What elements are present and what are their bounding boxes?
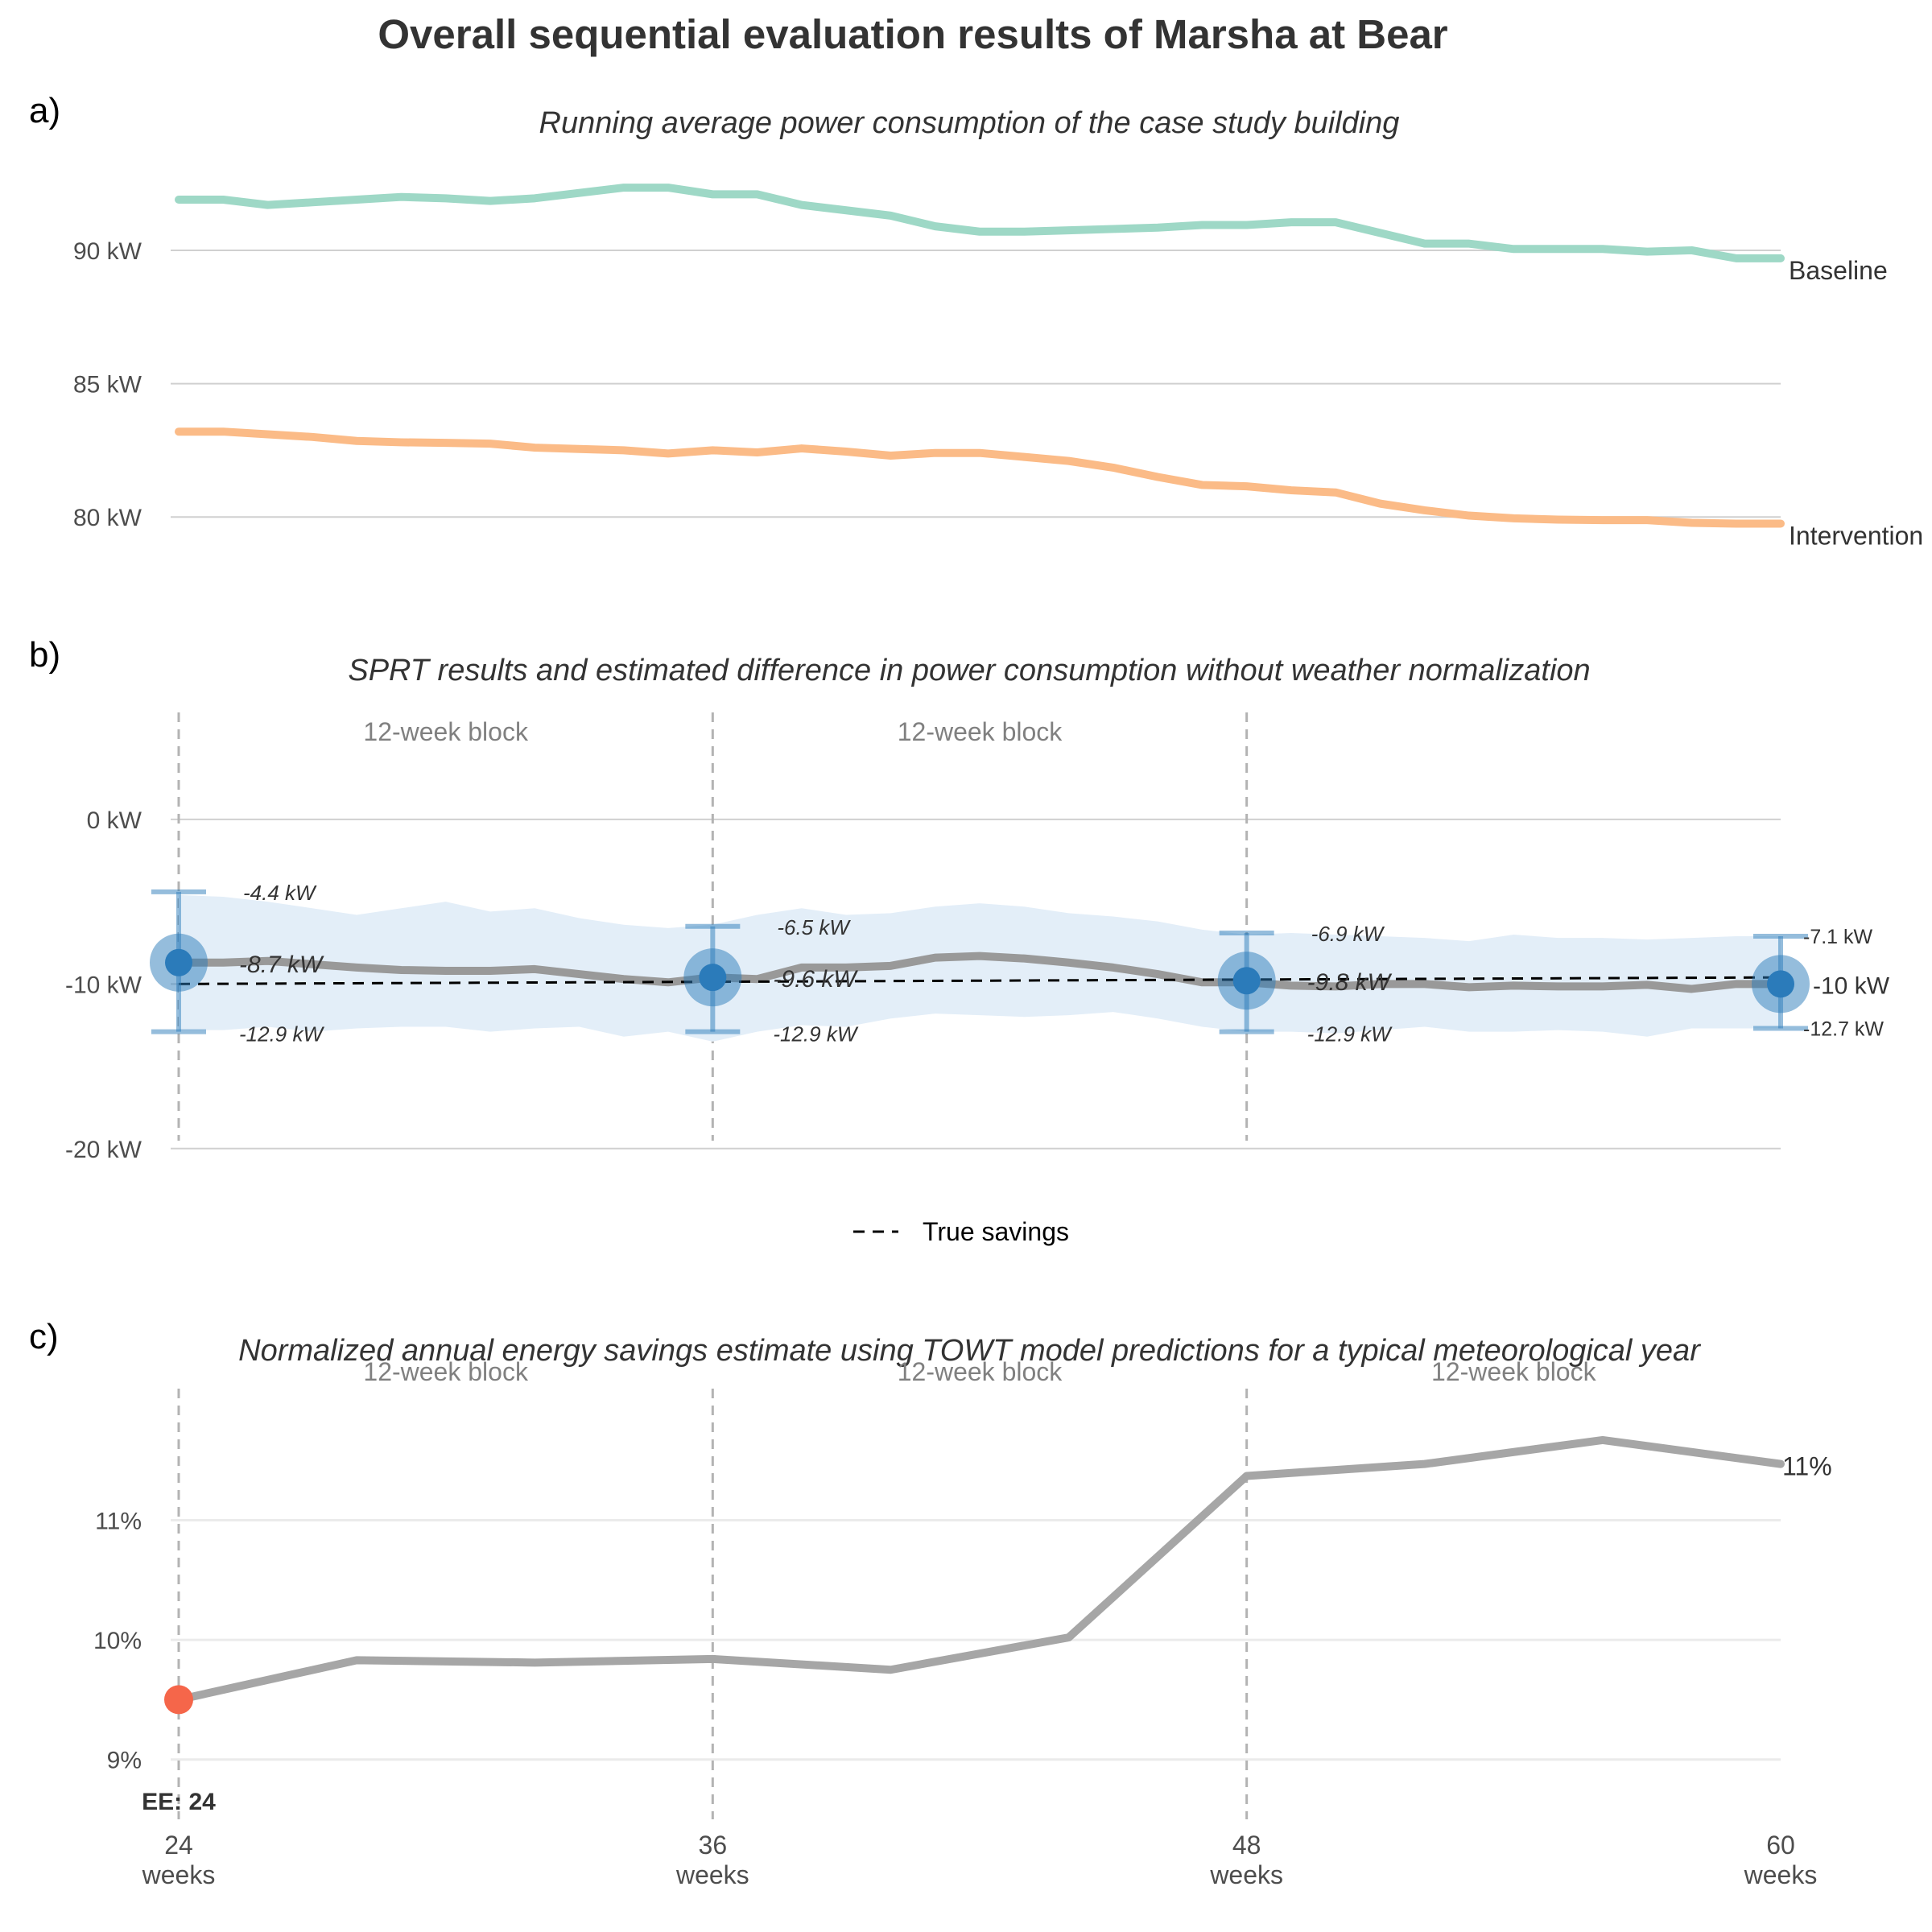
y-tick-label: -10 kW	[65, 972, 142, 998]
series-line	[175, 184, 1785, 262]
upper-bound-label: -7.1 kW	[1803, 926, 1873, 948]
confidence-ribbon	[179, 894, 1781, 1042]
x-tick-unit: weeks	[675, 1860, 749, 1889]
legend: True savings	[853, 1217, 1069, 1246]
upper-bound-label: -6.5 kW	[777, 915, 851, 939]
panel-subtitle: Normalized annual energy savings estimat…	[238, 1334, 1701, 1368]
panel-c: c) Normalized annual energy savings estim…	[29, 1317, 1832, 1819]
panel-subtitle: Running average power consumption of the…	[539, 106, 1400, 140]
series-end-label: Baseline	[1789, 256, 1888, 285]
series-end-label: 11%	[1782, 1452, 1832, 1481]
estimate-label: -9.8 kW	[1307, 969, 1393, 996]
chart-title: Overall sequential evaluation results of…	[378, 11, 1447, 57]
panel-letter: c)	[29, 1317, 59, 1356]
estimate-point	[699, 964, 727, 992]
lower-bound-label: -12.9 kW	[773, 1022, 858, 1046]
estimate-point	[165, 948, 192, 976]
x-tick-label: 36	[699, 1831, 728, 1860]
panel-letter: a)	[29, 91, 60, 130]
estimate-label: -9.6 kW	[773, 966, 858, 993]
y-tick-label: -20 kW	[65, 1137, 142, 1163]
x-tick-unit: weeks	[142, 1860, 216, 1889]
block-label: 12-week block	[898, 1357, 1063, 1386]
y-tick-label: 0 kW	[87, 807, 142, 834]
y-tick-label: 9%	[107, 1748, 142, 1774]
estimate-label: -10 kW	[1813, 972, 1890, 999]
y-tick-label: 80 kW	[73, 505, 142, 531]
block-label: 12-week block	[898, 717, 1063, 746]
upper-bound-label: -4.4 kW	[243, 881, 317, 905]
series-end-label: Intervention	[1789, 521, 1923, 550]
x-tick-unit: weeks	[1744, 1860, 1818, 1889]
y-tick-label: 90 kW	[73, 238, 142, 265]
panel-letter: b)	[29, 635, 60, 675]
y-tick-label: 85 kW	[73, 372, 142, 398]
x-tick-unit: weeks	[1209, 1860, 1283, 1889]
legend-true-savings-label: True savings	[923, 1217, 1069, 1246]
block-label: 12-week block	[1431, 1357, 1597, 1386]
lower-bound-label: -12.9 kW	[1307, 1022, 1393, 1046]
x-tick-label: 60	[1766, 1831, 1795, 1860]
series-line	[175, 952, 1785, 993]
panel-a: a) Running average power consumption of t…	[29, 91, 1923, 550]
early-evaluation-label: EE: 24	[142, 1789, 216, 1815]
estimate-point	[1232, 967, 1261, 995]
x-tick-label: 48	[1232, 1831, 1261, 1860]
estimate-point	[1767, 970, 1794, 998]
early-evaluation-point	[164, 1685, 193, 1715]
block-label: 12-week block	[363, 1357, 529, 1386]
y-tick-label: 11%	[95, 1508, 142, 1534]
block-label: 12-week block	[363, 717, 529, 746]
upper-bound-label: -6.9 kW	[1311, 922, 1385, 946]
y-tick-label: 10%	[93, 1628, 142, 1654]
panel-b: b) SPRT results and estimated difference …	[29, 635, 1890, 1246]
estimate-label: -8.7 kW	[239, 952, 324, 978]
series-line	[175, 1435, 1785, 1704]
lower-bound-label: -12.7 kW	[1803, 1018, 1884, 1041]
lower-bound-label: -12.9 kW	[239, 1022, 324, 1046]
series-line	[175, 427, 1785, 528]
true-savings-line	[178, 976, 1781, 985]
x-tick-label: 24	[164, 1831, 193, 1860]
panel-subtitle: SPRT results and estimated difference in…	[348, 654, 1590, 687]
